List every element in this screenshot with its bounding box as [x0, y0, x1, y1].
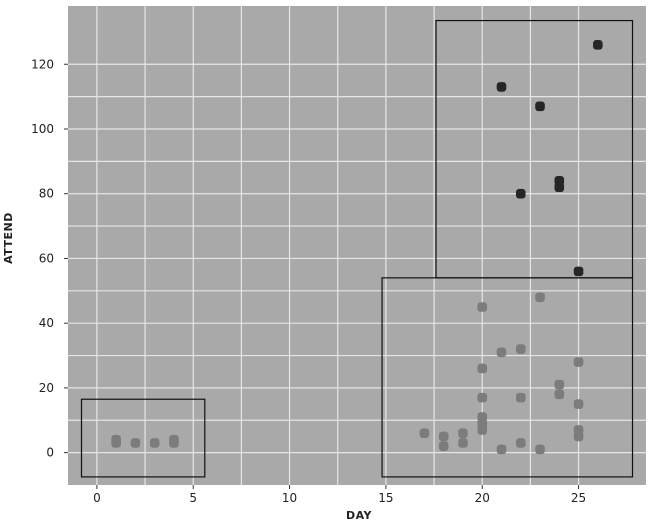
y-axis: 0 20 40 60 80 100 120	[31, 57, 68, 460]
x-tick-label: 15	[378, 491, 393, 505]
y-tick-label: 60	[39, 251, 54, 265]
data-point	[573, 266, 584, 277]
data-point	[573, 425, 584, 435]
plot-panel	[68, 6, 646, 485]
data-point	[458, 438, 468, 448]
data-point	[169, 434, 179, 445]
y-tick-label: 40	[39, 316, 54, 330]
x-tick-label: 20	[475, 491, 490, 505]
data-point	[477, 363, 488, 374]
data-point	[515, 188, 526, 199]
data-point	[535, 101, 545, 112]
x-axis-label: DAY	[346, 509, 373, 522]
data-point	[535, 444, 545, 455]
data-point	[111, 434, 121, 445]
annotation-rectangle	[80, 398, 206, 478]
data-point	[573, 399, 584, 409]
data-point	[477, 302, 488, 312]
data-point	[496, 347, 507, 358]
x-tick-label: 5	[189, 491, 197, 505]
data-point	[515, 392, 526, 403]
y-axis-label: ATTEND	[2, 212, 15, 264]
data-point	[477, 392, 488, 403]
y-tick-label: 20	[39, 381, 54, 395]
data-point	[149, 438, 160, 448]
data-point	[438, 431, 449, 442]
data-point	[496, 444, 507, 455]
data-point	[554, 379, 565, 390]
y-tick-label: 100	[31, 122, 54, 136]
x-tick-label: 0	[93, 491, 101, 505]
x-axis: 0 5 10 15 20 25	[93, 485, 586, 505]
data-point	[477, 412, 488, 422]
data-point	[515, 438, 526, 448]
x-tick-label: 25	[571, 491, 586, 505]
data-point	[458, 428, 468, 439]
grid	[68, 6, 646, 485]
data-point	[554, 389, 565, 400]
y-tick-label: 120	[31, 57, 54, 71]
data-point	[438, 441, 449, 451]
data-point	[593, 40, 603, 50]
data-point	[130, 438, 141, 448]
data-point	[419, 428, 430, 439]
data-point	[554, 175, 565, 186]
data-point	[496, 82, 507, 92]
data-point	[535, 292, 545, 303]
x-tick-label: 10	[282, 491, 297, 505]
annotation-rectangle	[435, 19, 634, 279]
y-tick-label: 80	[39, 187, 54, 201]
data-points	[111, 40, 603, 455]
data-point	[573, 357, 584, 367]
data-point	[515, 344, 526, 354]
annotation-boxes	[80, 19, 634, 478]
y-tick-label: 0	[46, 446, 54, 460]
